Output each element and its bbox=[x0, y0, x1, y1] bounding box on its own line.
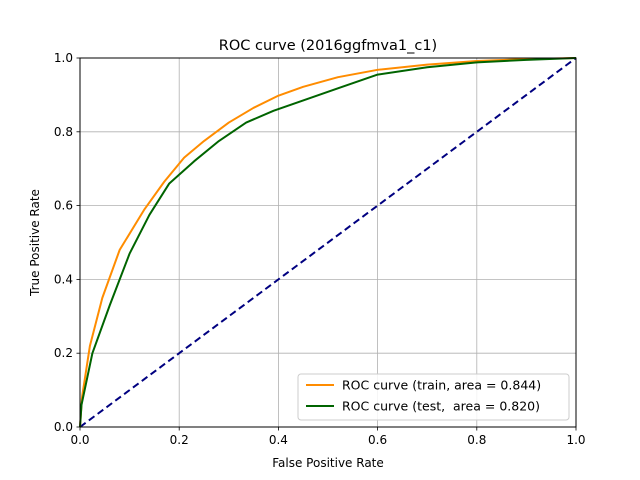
y-tick-label: 0.6 bbox=[54, 199, 73, 213]
y-axis-label: True Positive Rate bbox=[28, 189, 42, 297]
roc-series-line-0 bbox=[79, 57, 577, 428]
chart-title: ROC curve (2016ggfmva1_c1) bbox=[219, 38, 437, 54]
x-tick-label: 0.2 bbox=[170, 433, 189, 447]
roc-series-line-1 bbox=[79, 57, 577, 428]
x-tick-label: 0.6 bbox=[368, 433, 387, 447]
y-tick-label: 0.2 bbox=[54, 346, 73, 360]
legend-box bbox=[297, 373, 570, 421]
x-tick-label: 0.4 bbox=[269, 433, 288, 447]
legend-label: ROC curve (train, area = 0.844) bbox=[342, 378, 541, 393]
x-tick-label: 0.0 bbox=[70, 433, 89, 447]
series-lines bbox=[79, 57, 577, 428]
plot-frame bbox=[79, 57, 577, 428]
x-tick-label: 1.0 bbox=[566, 433, 585, 447]
y-tick-label: 0.8 bbox=[54, 125, 73, 139]
x-axis-label: False Positive Rate bbox=[272, 456, 384, 470]
y-tick-label: 0.0 bbox=[54, 420, 73, 434]
y-tick-label: 1.0 bbox=[54, 51, 73, 65]
y-tick-label: 0.4 bbox=[54, 272, 73, 286]
axis-ticks: 0.0 0.2 0.4 0.6 0.8 1.0 0.0 0.2 0.4 0.6 0.8 1.0 bbox=[54, 51, 586, 447]
legend-label: ROC curve (test, area = 0.820) bbox=[342, 399, 540, 414]
chance-diagonal-line bbox=[79, 57, 577, 428]
x-tick-label: 0.8 bbox=[467, 433, 486, 447]
legend: ROC curve (train, area = 0.844) ROC curve… bbox=[297, 373, 570, 421]
